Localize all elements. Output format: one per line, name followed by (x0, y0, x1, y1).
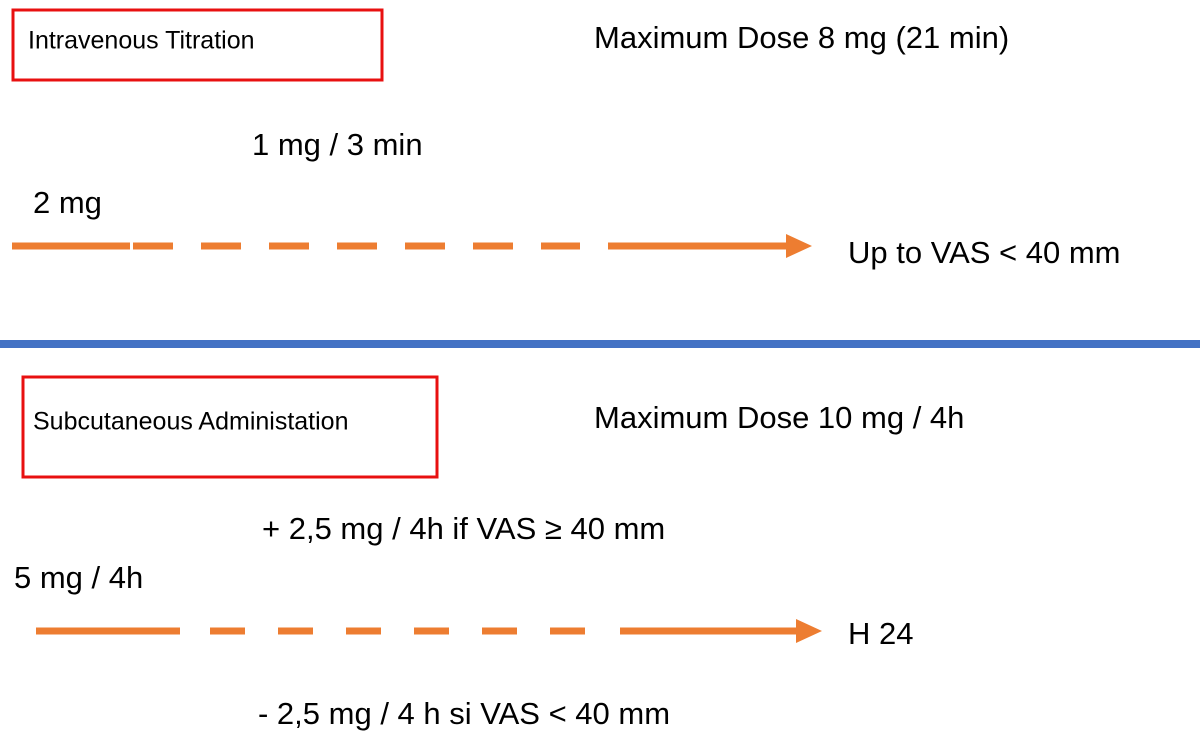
arrow (12, 234, 812, 258)
max-dose: Maximum Dose 10 mg / 4h (594, 400, 964, 435)
increase-rule: + 2,5 mg / 4h if VAS ≥ 40 mm (262, 511, 665, 546)
decrease-rule: - 2,5 mg / 4 h si VAS < 40 mm (258, 696, 670, 731)
initial-dose: 2 mg (33, 185, 102, 220)
label-box (11, 8, 384, 82)
end-condition: Up to VAS < 40 mm (848, 235, 1121, 270)
section-label: Intravenous Titration (28, 27, 255, 55)
label-box (21, 375, 439, 479)
section-label: Subcutaneous Administation (33, 408, 349, 436)
arrow (36, 619, 822, 643)
max-dose: Maximum Dose 8 mg (21 min) (594, 20, 1009, 55)
initial-dose: 5 mg / 4h (14, 560, 143, 595)
end-condition: H 24 (848, 616, 913, 651)
step-dose: 1 mg / 3 min (252, 127, 423, 162)
